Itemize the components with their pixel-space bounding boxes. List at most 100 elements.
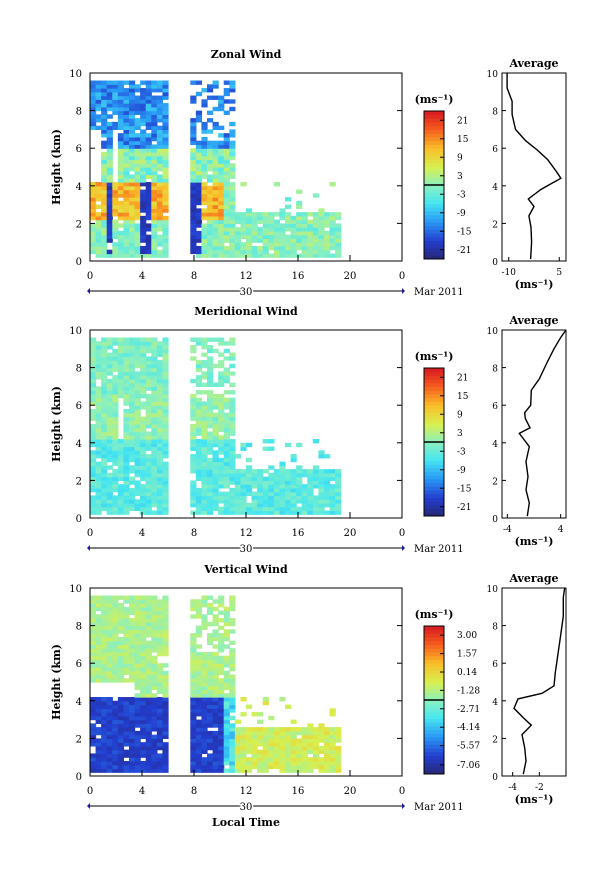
heatmap-cell	[218, 193, 225, 198]
heatmap-cell	[90, 238, 97, 243]
heatmap-cell	[218, 163, 225, 168]
heatmap-cell	[134, 708, 141, 713]
heatmap-cell	[207, 480, 214, 485]
heatmap-cell	[129, 454, 136, 459]
heatmap-cell	[212, 644, 219, 649]
heatmap-cell	[95, 480, 102, 485]
heatmap-cell	[273, 730, 281, 736]
heatmap-cell	[95, 476, 102, 481]
heatmap-cell	[223, 476, 230, 481]
heatmap-cell	[90, 636, 97, 642]
heatmap-cell	[257, 253, 264, 258]
heatmap-cell	[229, 405, 236, 410]
heatmap-cell	[246, 242, 253, 247]
heatmap-cell	[156, 614, 164, 619]
heatmap-cell	[129, 337, 136, 342]
heatmap-cell	[257, 472, 264, 478]
heatmap-cell	[101, 390, 108, 395]
heatmap-cell	[117, 121, 125, 127]
heatmap-cell	[106, 450, 113, 455]
heatmap-cell	[218, 337, 225, 342]
heatmap-cell	[195, 80, 203, 85]
heatmap-cell	[212, 506, 219, 512]
heatmap-cell	[145, 435, 152, 440]
heatmap-cell	[301, 764, 308, 770]
heatmap-cell	[190, 727, 197, 732]
heatmap-cell	[145, 742, 152, 747]
heatmap-cell	[95, 106, 102, 112]
heatmap-cell	[123, 118, 130, 123]
heatmap-cell	[207, 450, 214, 455]
heatmap-cell	[112, 197, 119, 202]
y-axis-label: Height (km)	[50, 129, 63, 205]
heatmap-cell	[273, 242, 281, 247]
heatmap-cell	[201, 163, 208, 168]
heatmap-cell	[95, 238, 102, 243]
x-tick-label: 0	[87, 528, 93, 539]
heatmap-cell	[268, 480, 275, 485]
heatmap-cell	[151, 633, 158, 638]
heatmap-cell	[223, 768, 230, 773]
heatmap-cells	[90, 80, 342, 258]
heatmap-cell	[162, 715, 169, 721]
heatmap-cell	[201, 768, 208, 773]
heatmap-cell	[117, 457, 125, 463]
heatmap-cell	[201, 337, 208, 342]
heatmap-cell	[145, 484, 152, 489]
heatmap-cell	[123, 495, 130, 500]
heatmap-cell	[90, 182, 97, 187]
heatmap-cell	[218, 603, 225, 608]
colorbar-segment	[424, 633, 444, 638]
heatmap-cell	[190, 238, 197, 243]
heatmap-cell	[101, 606, 108, 612]
heatmap-cell	[90, 727, 97, 732]
heatmap-cell	[335, 253, 342, 258]
colorbar-segment	[424, 155, 444, 160]
heatmap-cell	[95, 506, 102, 512]
heatmap-cell	[117, 212, 125, 217]
heatmap-cell	[123, 666, 130, 672]
heatmap-cell	[129, 666, 136, 672]
heatmap-cell	[129, 215, 136, 221]
heatmap-cell	[195, 697, 203, 702]
heatmap-cell	[145, 118, 152, 123]
heatmap-cell	[223, 719, 230, 724]
heatmap-cell	[218, 144, 225, 149]
heatmap-cell	[151, 439, 158, 444]
heatmap-cell	[285, 215, 292, 221]
colorbar-tick-label: -15	[457, 227, 472, 237]
heatmap-cell	[290, 487, 297, 493]
heatmap-cell	[123, 621, 130, 627]
heatmap-cell	[156, 610, 164, 615]
heatmap-cell	[112, 439, 119, 444]
heatmap-cell	[195, 189, 203, 194]
heatmap-cell	[90, 193, 97, 198]
colorbar-segment	[424, 203, 444, 208]
heatmap-cell	[90, 768, 97, 773]
heatmap-cell	[140, 121, 147, 127]
heatmap-cell	[162, 487, 169, 493]
heatmap-cell	[207, 185, 214, 191]
heatmap-cell	[246, 245, 253, 251]
heatmap-cell	[151, 753, 158, 758]
heatmap-cell	[257, 727, 264, 732]
heatmap-cell	[140, 712, 147, 717]
heatmap-cell	[101, 499, 108, 504]
heatmap-cell	[234, 730, 242, 736]
colorbar-segment	[424, 703, 444, 708]
heatmap-cell	[329, 712, 336, 717]
heatmap-cell	[190, 204, 197, 209]
heatmap-cell	[140, 708, 147, 713]
heatmap-cell	[145, 606, 152, 612]
heatmap-cell	[117, 450, 125, 455]
heatmap-cell	[201, 121, 208, 127]
heatmap-cell	[223, 700, 230, 706]
heatmap-cell	[207, 348, 214, 354]
heatmap-cell	[195, 91, 203, 97]
colorbar-segment	[424, 386, 444, 391]
heatmap-cell	[212, 651, 219, 657]
heatmap-cell	[101, 618, 108, 623]
heatmap-cell	[95, 648, 102, 653]
heatmap-cell	[229, 427, 236, 433]
heatmap-cell	[324, 510, 331, 515]
